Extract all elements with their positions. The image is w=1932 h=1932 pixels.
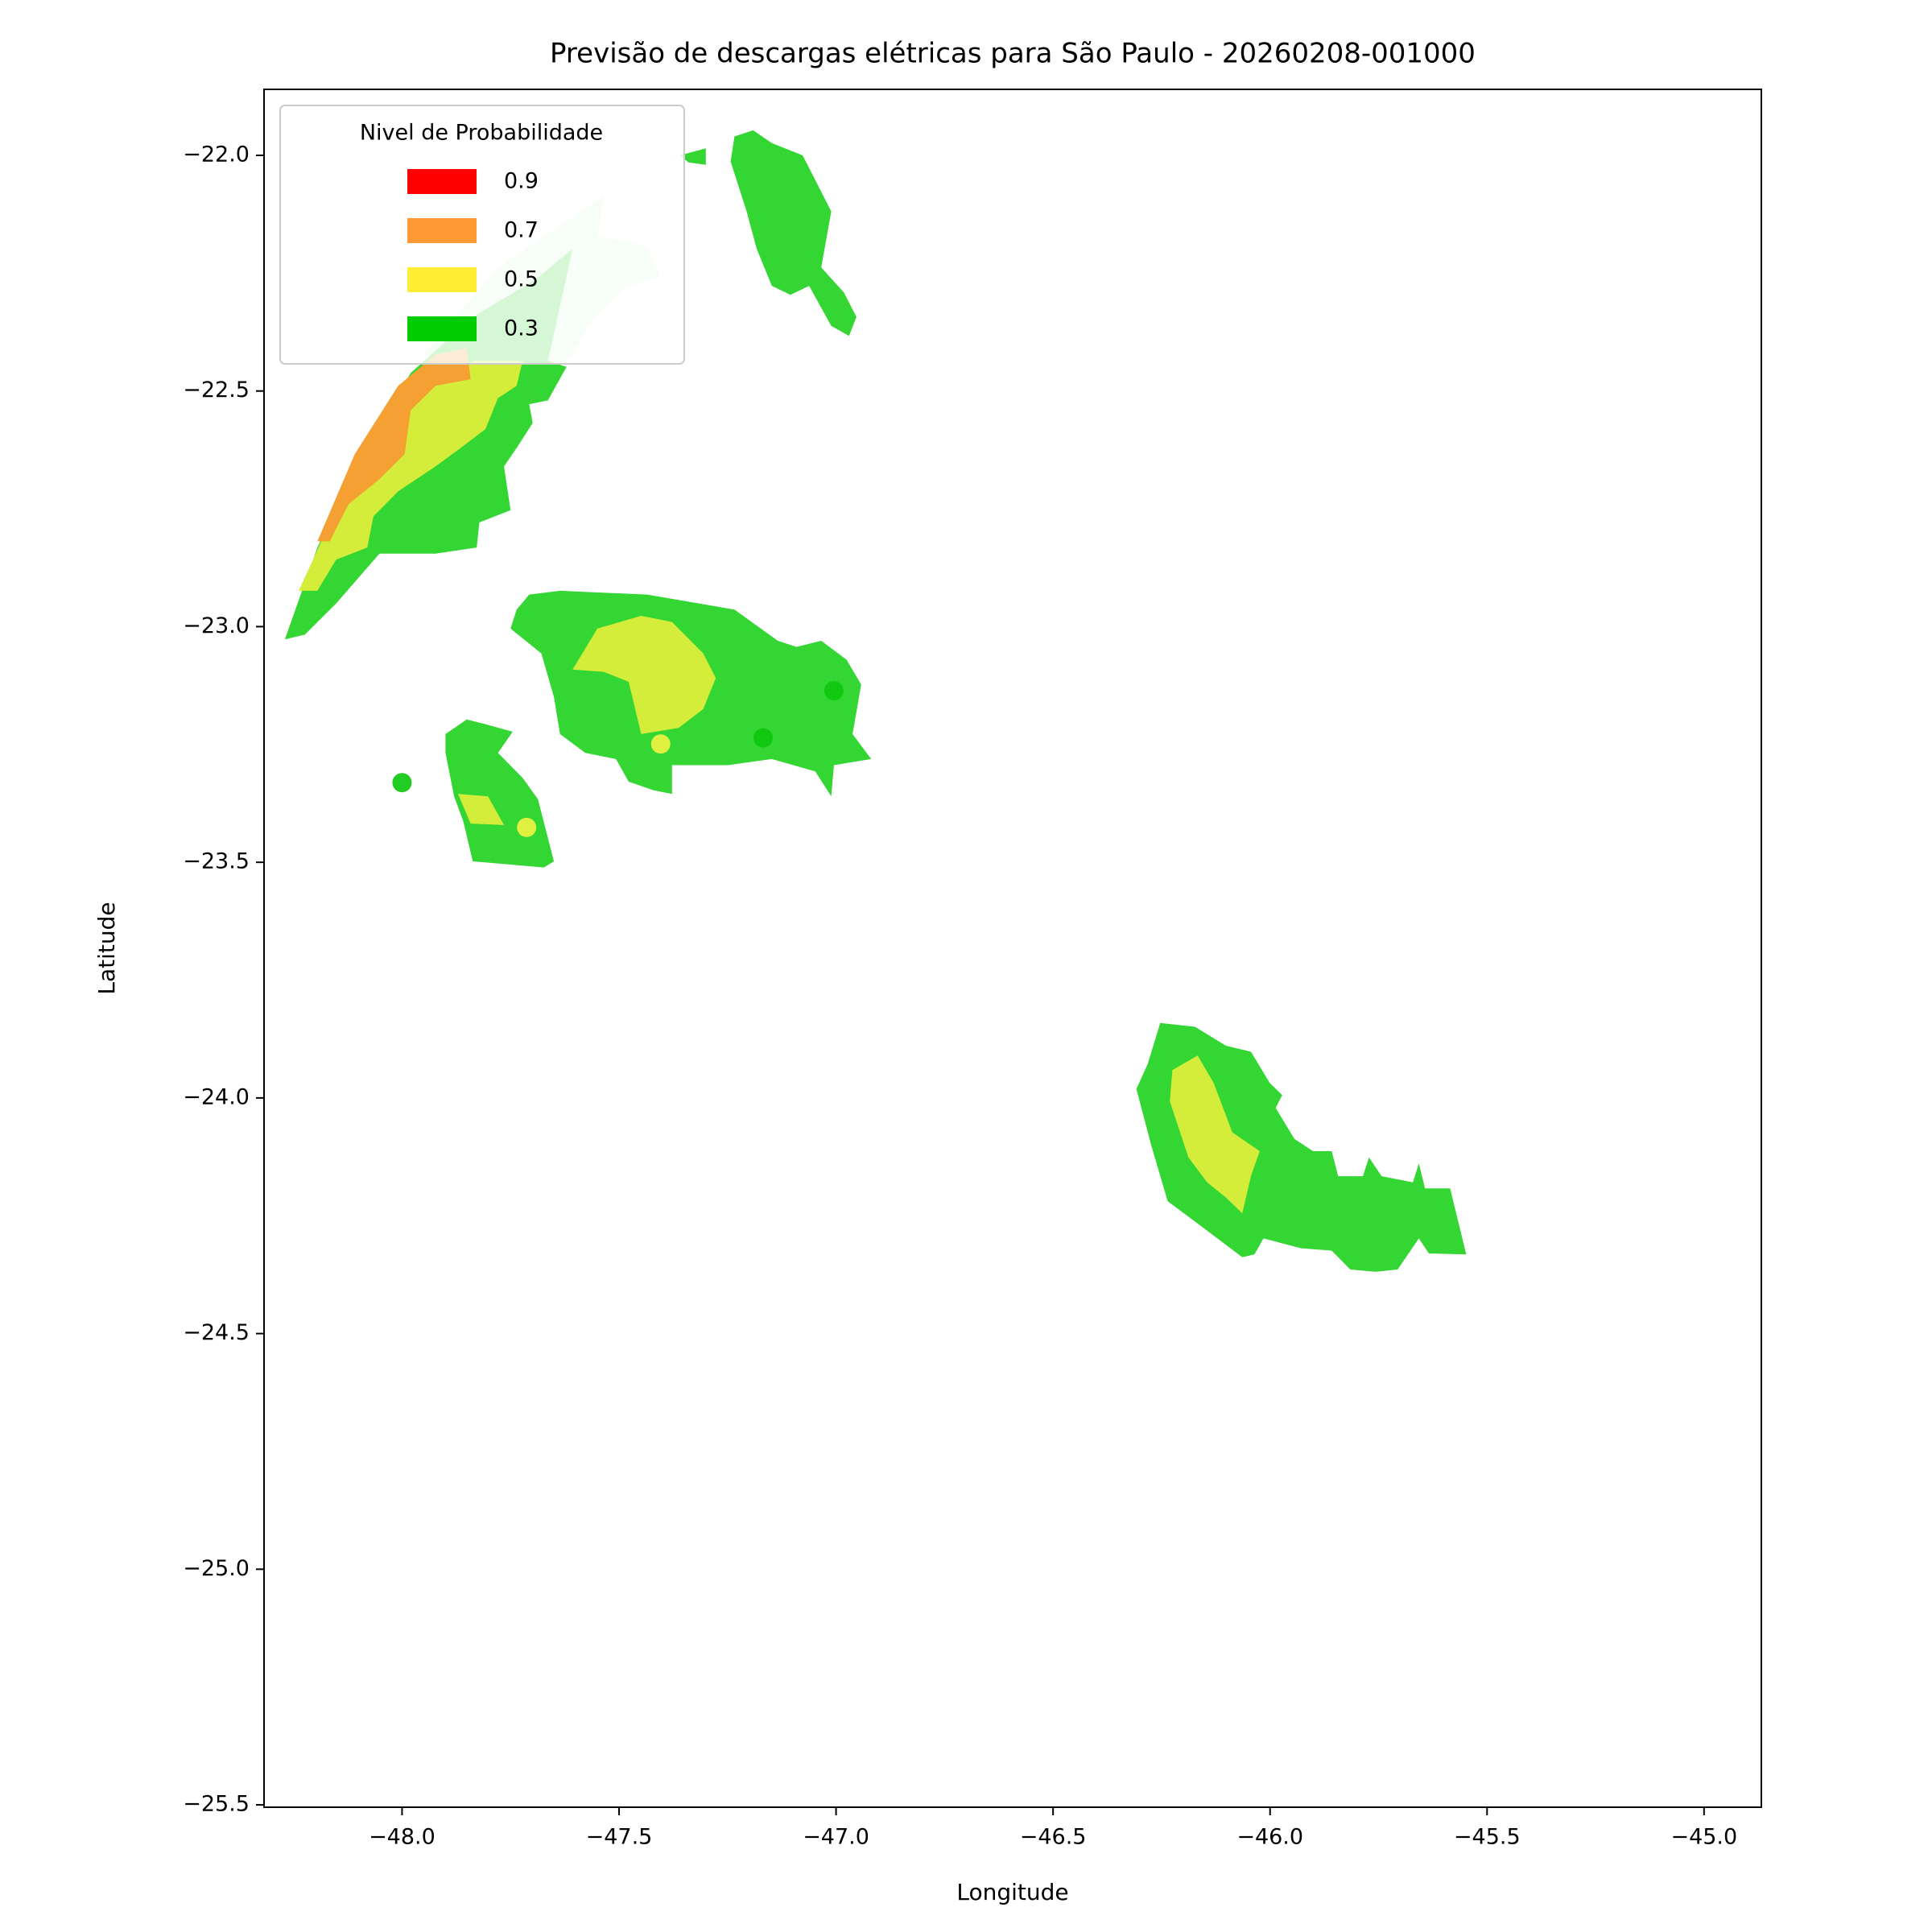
contour-region: [458, 794, 505, 825]
contour-region: [317, 348, 471, 542]
point: [392, 773, 412, 793]
axes-frame: [263, 89, 1762, 1808]
legend-swatch: [407, 218, 477, 243]
legend-title: Nivel de Probabilidade: [360, 121, 603, 146]
point: [650, 734, 671, 754]
x-tick-label: −45.0: [1670, 1825, 1737, 1850]
y-axis-label: Latitude: [93, 902, 120, 994]
y-tick-label: −23.5: [183, 849, 250, 874]
x-tick-label: −46.5: [1020, 1825, 1087, 1850]
contour-region: [1136, 1022, 1467, 1272]
x-tick-label: −47.5: [586, 1825, 653, 1850]
legend-label: 0.5: [504, 267, 539, 292]
contour-region: [730, 130, 857, 336]
point: [517, 817, 537, 837]
contour-region: [572, 616, 716, 734]
y-tick-label: −22.0: [183, 142, 250, 167]
y-tick-label: −24.5: [183, 1320, 250, 1345]
y-tick-label: −22.5: [183, 378, 250, 402]
y-tick-label: −25.5: [183, 1792, 250, 1817]
contour-region: [679, 148, 706, 165]
legend-label: 0.9: [504, 169, 539, 194]
x-tick-label: −46.0: [1236, 1825, 1303, 1850]
point: [753, 728, 773, 748]
legend-swatch: [407, 267, 477, 292]
legend-swatch: [407, 316, 477, 341]
legend: Nivel de Probabilidade 0.9 0.7 0.5 0.3: [279, 105, 685, 365]
chart-title: Previsão de descargas elétricas para São…: [550, 38, 1476, 70]
legend-swatch: [407, 169, 477, 194]
x-tick-label: −48.0: [369, 1825, 436, 1850]
y-tick-label: −23.0: [183, 613, 250, 638]
contour-region: [1170, 1055, 1260, 1214]
x-axis-label: Longitude: [956, 1879, 1068, 1905]
contour-region: [299, 361, 523, 591]
legend-label: 0.3: [504, 316, 539, 341]
legend-box: [279, 105, 685, 365]
point: [824, 681, 844, 701]
x-tick-label: −47.0: [803, 1825, 869, 1850]
x-tick-label: −45.5: [1454, 1825, 1521, 1850]
legend-label: 0.7: [504, 218, 539, 243]
y-tick-label: −25.0: [183, 1556, 250, 1581]
y-tick-label: −24.0: [183, 1084, 250, 1109]
